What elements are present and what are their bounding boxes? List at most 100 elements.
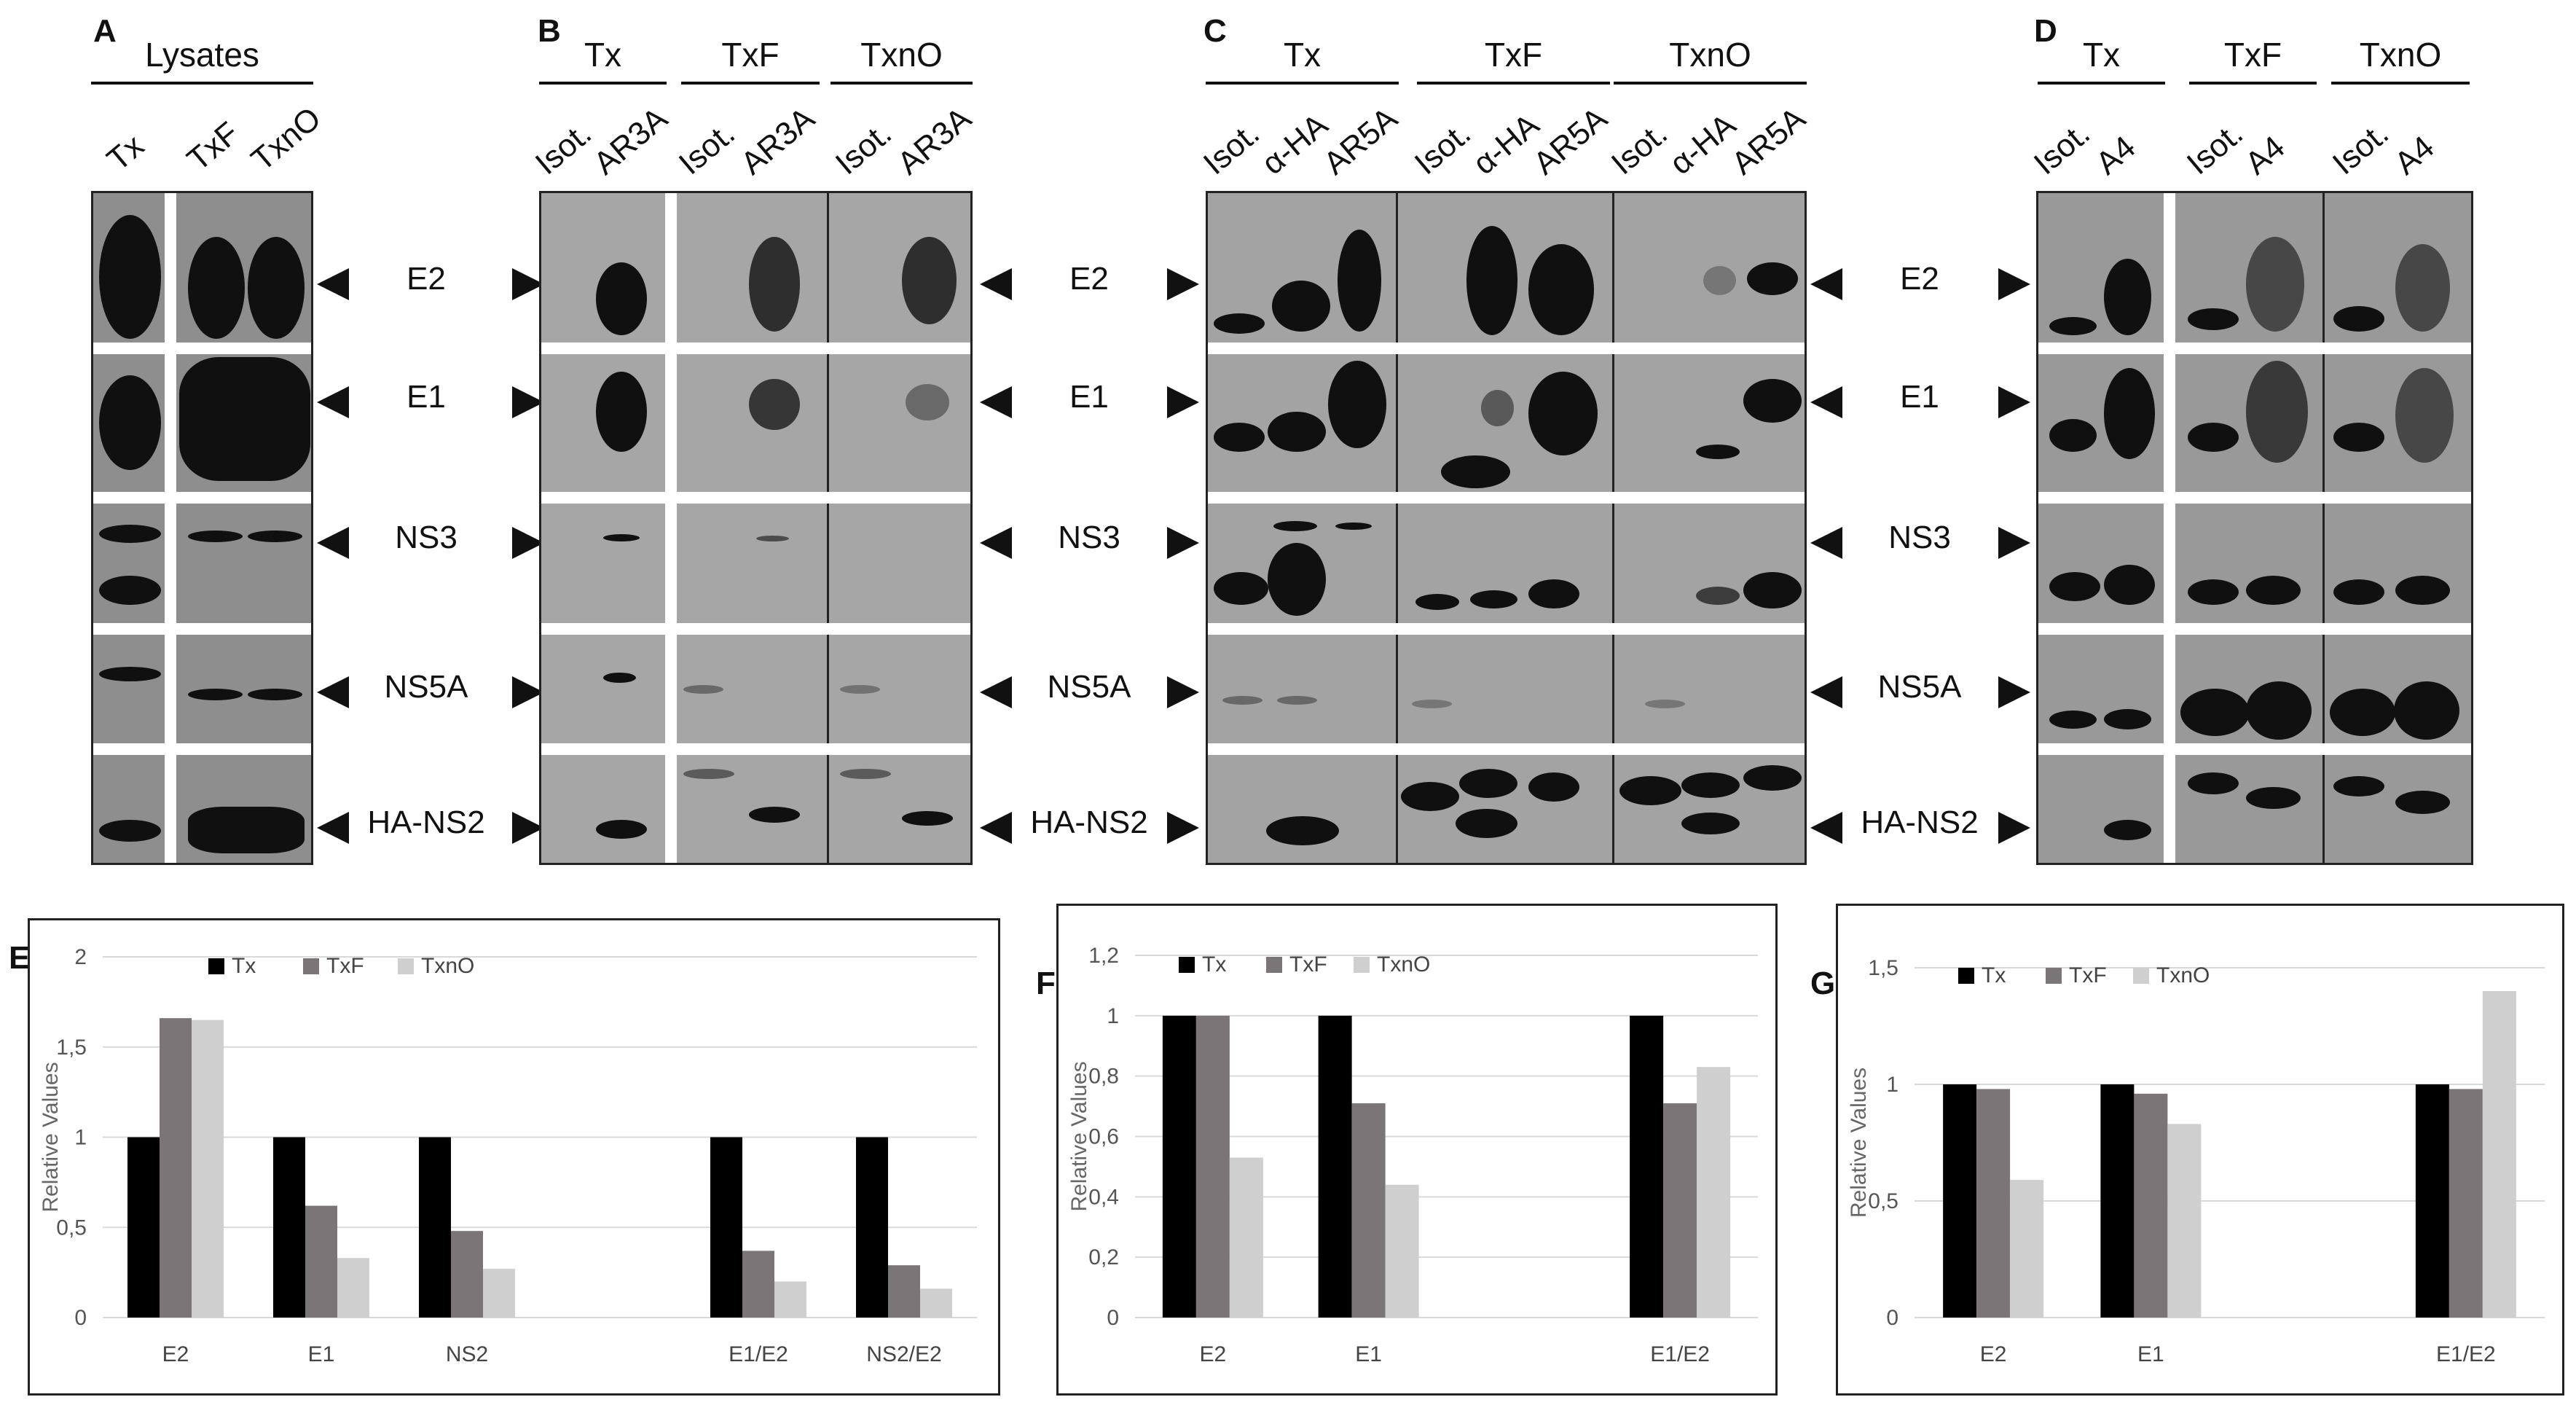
band-ns5a bbox=[2180, 689, 2250, 736]
band-ns3 bbox=[2395, 576, 2450, 605]
group-underline bbox=[539, 82, 667, 85]
band-ns5a bbox=[188, 689, 243, 700]
legend-swatch bbox=[398, 958, 414, 974]
band-e2 bbox=[2246, 237, 2304, 332]
lane-divider bbox=[2322, 193, 2325, 863]
band-e2 bbox=[2395, 244, 2450, 332]
legend-swatch bbox=[1179, 957, 1195, 973]
bar-tx bbox=[2415, 1084, 2449, 1318]
group-header-txno: TxnO bbox=[2359, 36, 2442, 74]
band-ha-ns2 bbox=[1456, 809, 1517, 838]
lane-divider bbox=[1612, 193, 1614, 863]
panel-label-c: C bbox=[1203, 13, 1227, 49]
panel-label-e: E bbox=[9, 940, 31, 976]
bar-txf bbox=[1663, 1103, 1697, 1318]
y-tick-label: 1 bbox=[1886, 1073, 1898, 1097]
lane-gap bbox=[665, 193, 677, 863]
band-ns5a bbox=[2246, 681, 2312, 740]
x-tick-label: E2 bbox=[1200, 1342, 1227, 1366]
group-header-txno: TxnO bbox=[1669, 36, 1751, 74]
group-header-txf: TxF bbox=[1484, 36, 1543, 74]
lane-label: Isot. bbox=[2180, 115, 2250, 182]
band-ns5a bbox=[2394, 681, 2459, 740]
strip-separator bbox=[2038, 492, 2471, 504]
band-ns5a bbox=[840, 685, 880, 694]
band-e1 bbox=[1214, 423, 1265, 452]
x-tick-label: E2 bbox=[1980, 1342, 2007, 1366]
marker-arrow-right bbox=[1167, 268, 1199, 300]
strip-separator bbox=[1208, 743, 1805, 755]
band-e1 bbox=[906, 384, 949, 420]
bar-txf bbox=[1976, 1089, 2011, 1318]
marker-arrow-left bbox=[980, 676, 1012, 708]
band-ha-ns2 bbox=[683, 769, 734, 779]
band-e2 bbox=[2333, 306, 2384, 332]
panel-label-d: D bbox=[2034, 13, 2057, 49]
lane-label: Isot. bbox=[672, 115, 742, 182]
chart-box-e: 0 0,5 1 1,5 2 Relative Values E2 E1 NS2 E1/E2 NS2/… bbox=[28, 918, 1000, 1396]
band-ha-ns2 bbox=[1266, 816, 1339, 845]
marker-label-e1: E1 bbox=[407, 379, 446, 415]
band-e1 bbox=[2049, 419, 2097, 452]
band-e1 bbox=[99, 375, 161, 470]
marker-label-e1: E1 bbox=[1069, 379, 1109, 415]
band-ha-ns2 bbox=[2333, 776, 2384, 797]
band-ns3 bbox=[1335, 523, 1372, 530]
marker-arrow-left bbox=[980, 268, 1012, 300]
marker-arrow-left bbox=[317, 527, 349, 559]
band-e1 bbox=[2188, 423, 2239, 452]
legend-label: TxnO bbox=[2156, 963, 2210, 987]
marker-arrow-right bbox=[1167, 812, 1199, 844]
lane-label: TxnO bbox=[244, 100, 328, 179]
lane-divider bbox=[1396, 193, 1398, 863]
group-underline bbox=[830, 82, 973, 85]
band-e2 bbox=[99, 215, 161, 339]
lane-label: AR5A bbox=[1316, 100, 1405, 182]
band-ns3 bbox=[1470, 590, 1517, 608]
bar-txno bbox=[920, 1288, 952, 1318]
band-e1 bbox=[179, 357, 310, 481]
legend-swatch bbox=[1266, 957, 1282, 973]
marker-arrow-right bbox=[1167, 676, 1199, 708]
legend-swatch bbox=[1354, 957, 1370, 973]
lane-label: AR5A bbox=[1526, 100, 1614, 182]
marker-arrow-right bbox=[512, 527, 544, 559]
band-ns3 bbox=[2333, 579, 2384, 605]
marker-label-ha-ns2: HA-NS2 bbox=[1030, 805, 1148, 840]
group-underline bbox=[2038, 82, 2165, 85]
y-tick-label: 0,2 bbox=[1088, 1245, 1119, 1269]
marker-arrow-right bbox=[512, 812, 544, 844]
band-e2 bbox=[1466, 226, 1517, 335]
bar-tx bbox=[1943, 1084, 1977, 1318]
band-ns5a bbox=[2330, 689, 2395, 736]
group-underline bbox=[1614, 82, 1807, 85]
marker-arrow-left bbox=[980, 527, 1012, 559]
lysates-header: Lysates bbox=[145, 36, 259, 74]
band-e2 bbox=[596, 262, 647, 335]
y-tick-label: 1 bbox=[74, 1126, 87, 1150]
legend-label: Tx bbox=[1982, 963, 2006, 987]
band-e2 bbox=[1528, 244, 1594, 335]
legend-swatch bbox=[2133, 968, 2149, 984]
strip-separator bbox=[93, 492, 311, 504]
marker-arrow-left bbox=[317, 268, 349, 300]
bar-txf bbox=[1195, 1015, 1230, 1318]
panel-label-g: G bbox=[1810, 966, 1836, 1001]
marker-arrow-left bbox=[1810, 527, 1842, 559]
band-ns5a bbox=[683, 685, 723, 694]
blot-panel-d bbox=[2036, 191, 2473, 865]
lane-label: α-HA bbox=[1254, 106, 1335, 182]
marker-arrow-left bbox=[1810, 386, 1842, 418]
blot-panel-b bbox=[539, 191, 973, 865]
y-tick-label: 0,5 bbox=[56, 1216, 87, 1240]
band-ha-ns2 bbox=[596, 820, 647, 839]
band-ha-ns2 bbox=[1528, 772, 1579, 802]
chart-box-f: 0 0,2 0,4 0,6 0,8 1 1,2 Relative Values E2 E1 E1/E… bbox=[1056, 904, 1778, 1396]
strip-separator bbox=[93, 743, 311, 755]
band-e1 bbox=[2246, 361, 2308, 463]
y-tick-label: 1,5 bbox=[56, 1036, 87, 1060]
lane-label: AR3A bbox=[586, 100, 675, 182]
blot-panel-a bbox=[91, 191, 313, 865]
group-header-txno: TxnO bbox=[860, 36, 943, 74]
x-tick-label: E1 bbox=[1355, 1342, 1382, 1366]
